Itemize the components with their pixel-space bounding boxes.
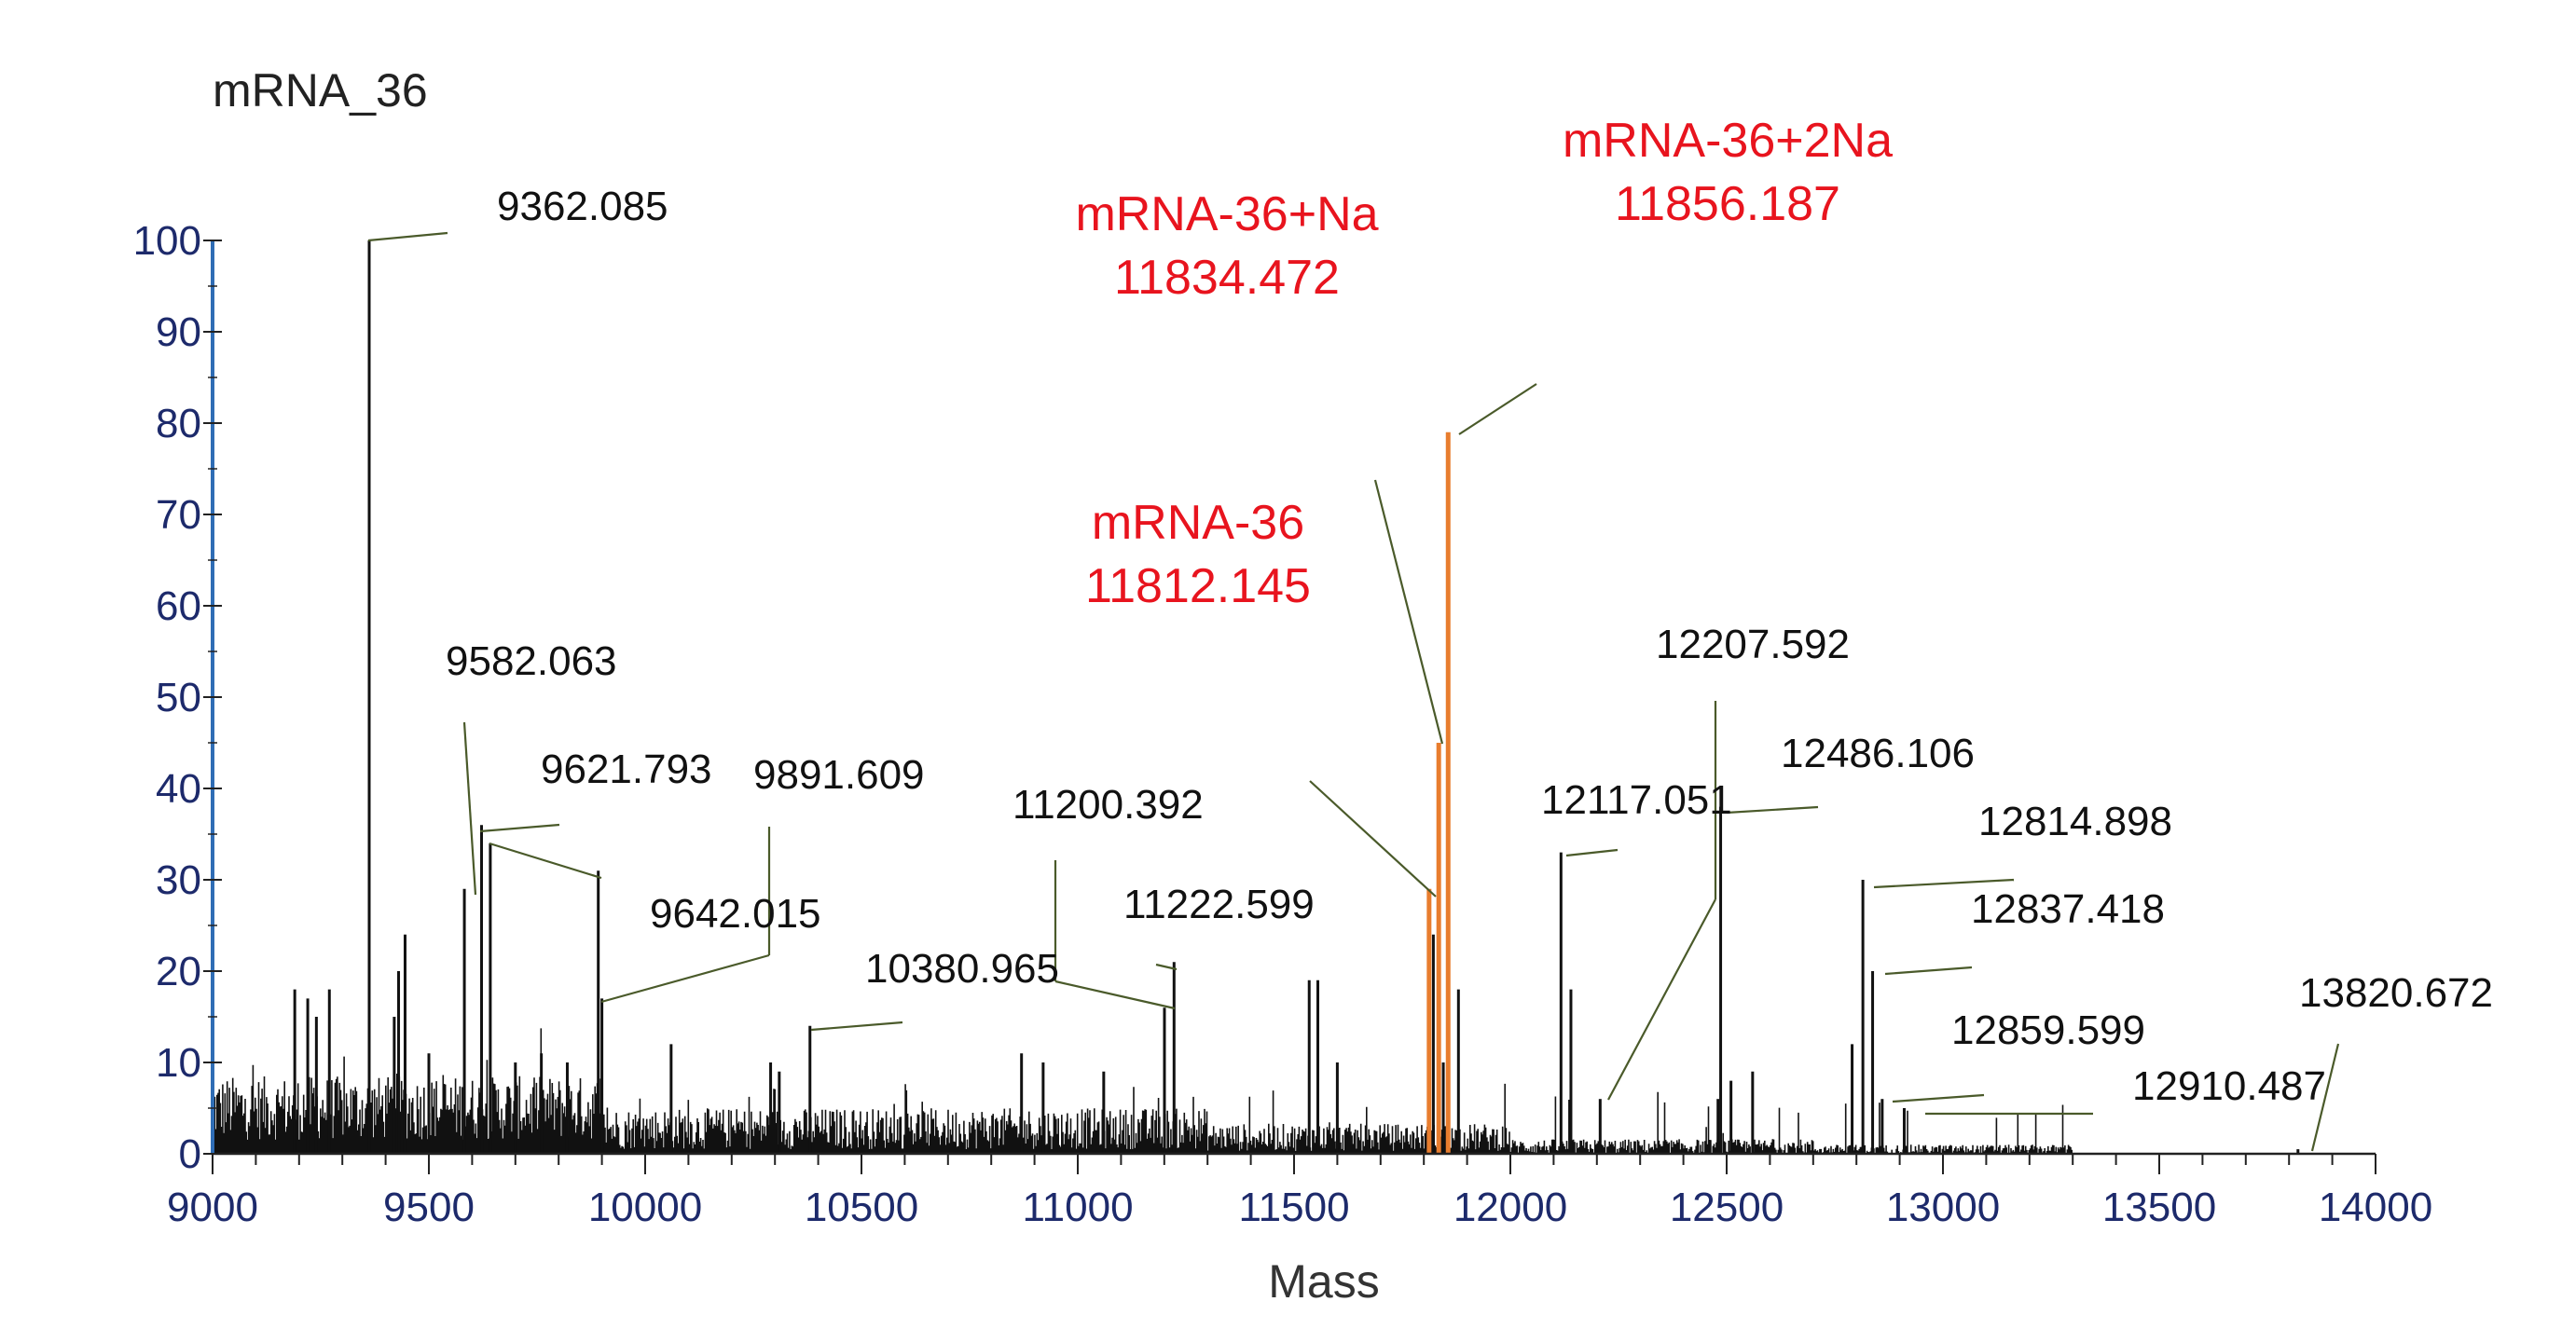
annotation-label: 12910.487 xyxy=(2132,1063,2326,1109)
leader-line xyxy=(462,721,477,896)
annotation-label: 12207.592 xyxy=(1656,622,1850,667)
y-tick-label: 50 xyxy=(156,675,201,720)
annotation-label: 9891.609 xyxy=(753,752,925,798)
leader-line xyxy=(1309,780,1437,897)
y-tick-label: 10 xyxy=(156,1040,201,1086)
x-tick-label: 9500 xyxy=(383,1185,475,1230)
annotation-red: mRNA-36+Na xyxy=(1075,187,1378,241)
annotation-label: 12486.106 xyxy=(1781,731,1975,776)
x-axis-title: Mass xyxy=(1268,1255,1379,1308)
annotation-red: 11834.472 xyxy=(1114,251,1340,305)
annotation-label: 11222.599 xyxy=(1123,882,1315,927)
annotation-label: 12117.051 xyxy=(1541,777,1732,823)
leader-line xyxy=(479,823,560,833)
annotation-label: 13820.672 xyxy=(2299,970,2493,1016)
y-axis-ticks: 0 10 20 30 40 50 60 70 80 90 100 xyxy=(133,218,222,1177)
peaks-layer xyxy=(293,240,2300,1154)
annotation-label: 12859.599 xyxy=(1951,1007,2145,1053)
annotation-label: 9642.015 xyxy=(650,891,821,937)
y-tick-label: 40 xyxy=(156,766,201,812)
x-tick-label: 9000 xyxy=(167,1185,258,1230)
leader-line xyxy=(1892,1093,1985,1103)
x-tick-label: 12500 xyxy=(1670,1185,1784,1230)
x-tick-label: 10500 xyxy=(805,1185,918,1230)
x-axis-ticks: 9000 9500 10000 10500 11000 11500 12000 12500 13… xyxy=(167,1154,2432,1230)
x-tick-label: 13500 xyxy=(2102,1185,2216,1230)
annotation-label: 12814.898 xyxy=(1978,799,2172,844)
leader-line xyxy=(1373,479,1444,745)
annotations: 9362.085 9582.063 9621.793 9891.609 9642.015… xyxy=(446,114,2493,1109)
leader-line xyxy=(489,842,602,880)
y-tick-label: 80 xyxy=(156,401,201,446)
annotation-label: 12837.418 xyxy=(1971,886,2165,932)
leader-line xyxy=(1607,898,1716,1101)
x-tick-label: 12000 xyxy=(1453,1185,1567,1230)
x-tick-label: 13000 xyxy=(1886,1185,2000,1230)
annotation-red: mRNA-36+2Na xyxy=(1563,114,1893,168)
leader-line xyxy=(1458,383,1537,435)
annotation-label: 10380.965 xyxy=(865,946,1059,992)
annotation-leaders xyxy=(367,231,2340,1152)
leader-line xyxy=(1565,848,1619,857)
annotation-red: mRNA-36 xyxy=(1092,496,1304,550)
leader-line xyxy=(1054,980,1176,1010)
leader-line xyxy=(2310,1043,2340,1152)
annotation-red: 11812.145 xyxy=(1085,559,1311,613)
y-tick-label: 90 xyxy=(156,309,201,355)
x-tick-label: 10000 xyxy=(588,1185,702,1230)
x-tick-label: 11500 xyxy=(1238,1185,1349,1230)
y-tick-label: 30 xyxy=(156,857,201,903)
leader-line xyxy=(600,953,770,1004)
leader-line xyxy=(1726,805,1819,815)
leader-line xyxy=(810,1021,903,1032)
annotation-label: 9362.085 xyxy=(497,184,668,229)
y-tick-label: 70 xyxy=(156,492,201,538)
y-tick-label: 0 xyxy=(179,1131,201,1177)
x-tick-label: 11000 xyxy=(1022,1185,1133,1230)
annotation-red: 11856.187 xyxy=(1615,177,1840,231)
annotation-label: 11200.392 xyxy=(1012,782,1204,828)
y-tick-label: 20 xyxy=(156,949,201,994)
x-tick-label: 14000 xyxy=(2319,1185,2432,1230)
leader-line xyxy=(367,231,448,242)
annotation-label: 9621.793 xyxy=(541,747,712,792)
chart-title: mRNA_36 xyxy=(213,64,428,116)
annotation-label: 9582.063 xyxy=(446,638,617,684)
leader-line xyxy=(1884,966,1973,976)
leader-line xyxy=(1873,878,2015,889)
y-tick-label: 100 xyxy=(133,218,201,264)
y-tick-label: 60 xyxy=(156,583,201,629)
leader-line xyxy=(1155,963,1178,971)
